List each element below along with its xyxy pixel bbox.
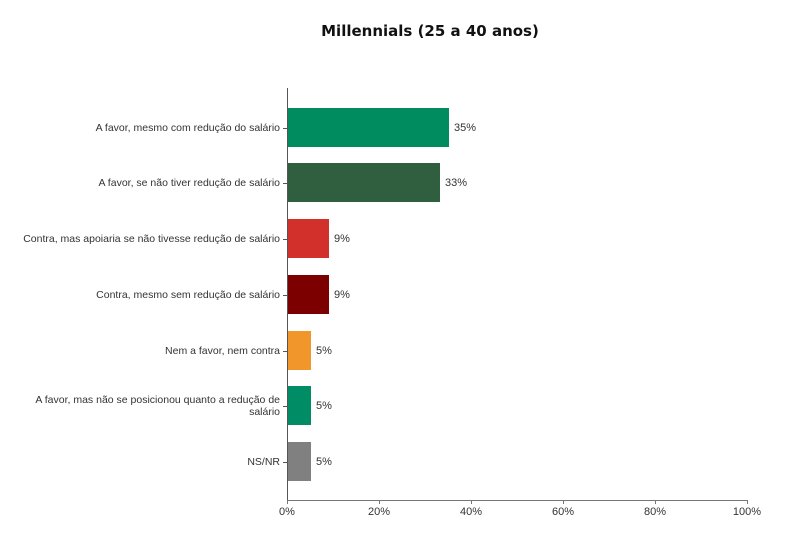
value-label: 5% xyxy=(316,455,332,468)
x-tick xyxy=(747,500,748,504)
y-tick xyxy=(283,351,287,352)
bar-row: Contra, mas apoiaria se não tivesse redu… xyxy=(0,219,804,259)
x-tick-label: 0% xyxy=(279,506,295,518)
x-tick xyxy=(655,500,656,504)
bar xyxy=(288,163,440,202)
category-label: Nem a favor, nem contra xyxy=(165,345,280,357)
value-label: 9% xyxy=(334,288,350,301)
category-label: Contra, mesmo sem redução de salário xyxy=(96,289,280,301)
y-tick xyxy=(283,128,287,129)
bar-row: NS/NR 5% xyxy=(0,442,804,482)
y-tick xyxy=(283,406,287,407)
bar xyxy=(288,108,449,147)
x-tick xyxy=(471,500,472,504)
x-tick-label: 80% xyxy=(643,506,667,518)
x-tick-label: 40% xyxy=(459,506,483,518)
bar xyxy=(288,386,311,425)
x-tick xyxy=(563,500,564,504)
x-tick xyxy=(379,500,380,504)
category-label: A favor, mesmo com redução do salário xyxy=(95,122,280,134)
category-label: Contra, mas apoiaria se não tivesse redu… xyxy=(23,233,280,245)
y-tick xyxy=(283,462,287,463)
category-label: A favor, mas não se posicionou quanto a … xyxy=(35,394,280,418)
bar xyxy=(288,442,311,481)
bar xyxy=(288,219,329,258)
y-tick xyxy=(283,239,287,240)
bar xyxy=(288,275,329,314)
bar-row: A favor, mesmo com redução do salário 35% xyxy=(0,108,804,148)
value-label: 35% xyxy=(454,121,477,134)
value-label: 5% xyxy=(316,399,332,412)
bar-row: A favor, mas não se posicionou quanto a … xyxy=(0,386,804,426)
category-label: A favor, se não tiver redução de salário xyxy=(98,177,280,189)
x-tick-label: 60% xyxy=(551,506,575,518)
bar-row: A favor, se não tiver redução de salário… xyxy=(0,163,804,203)
x-tick-label: 20% xyxy=(367,506,391,518)
category-label: NS/NR xyxy=(247,456,280,468)
y-axis-line xyxy=(287,88,288,500)
value-label: 33% xyxy=(445,176,468,189)
x-tick-label: 100% xyxy=(732,506,762,518)
x-tick xyxy=(287,500,288,504)
x-axis-line xyxy=(287,500,748,501)
y-tick xyxy=(283,183,287,184)
y-tick xyxy=(283,295,287,296)
bar-row: Nem a favor, nem contra 5% xyxy=(0,331,804,371)
value-label: 9% xyxy=(334,232,350,245)
value-label: 5% xyxy=(316,344,332,357)
bar xyxy=(288,331,311,370)
chart-title: Millennials (25 a 40 anos) xyxy=(321,22,539,40)
bar-row: Contra, mesmo sem redução de salário 9% xyxy=(0,275,804,315)
